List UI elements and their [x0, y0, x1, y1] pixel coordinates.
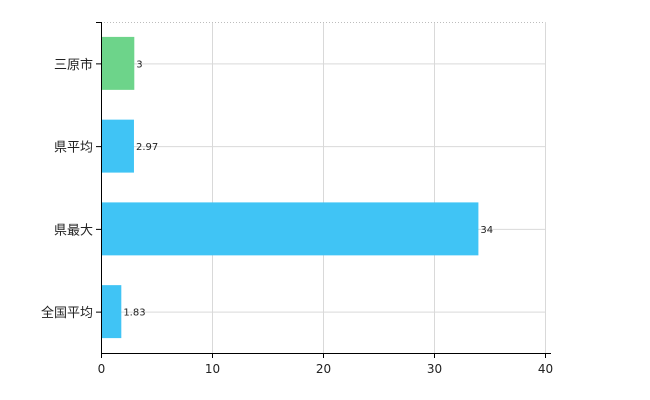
bar [102, 119, 134, 173]
x-axis-ticks: 0 10 20 30 40 [96, 22, 553, 376]
data-label: 2.97 [136, 142, 158, 153]
x-tick-label: 40 [538, 362, 553, 376]
data-label: 34 [480, 225, 493, 236]
category-label: 県最大 [54, 223, 93, 238]
bars [102, 36, 479, 339]
bar [102, 202, 479, 256]
category-label: 三原市 [54, 57, 93, 73]
data-label: 1.83 [123, 308, 145, 319]
category-label: 県平均 [54, 141, 93, 156]
gridlines [101, 22, 546, 353]
category-label: 全国平均 [41, 305, 93, 321]
x-tick-label: 10 [205, 362, 220, 376]
x-tick-label: 20 [316, 362, 331, 376]
x-tick-label: 0 [98, 362, 106, 376]
axes [101, 22, 551, 354]
x-tick-label: 30 [427, 362, 442, 376]
bar [102, 36, 135, 90]
data-labels: 3 2.97 34 1.83 [123, 59, 493, 318]
bar [102, 285, 122, 339]
data-label: 3 [136, 59, 142, 70]
